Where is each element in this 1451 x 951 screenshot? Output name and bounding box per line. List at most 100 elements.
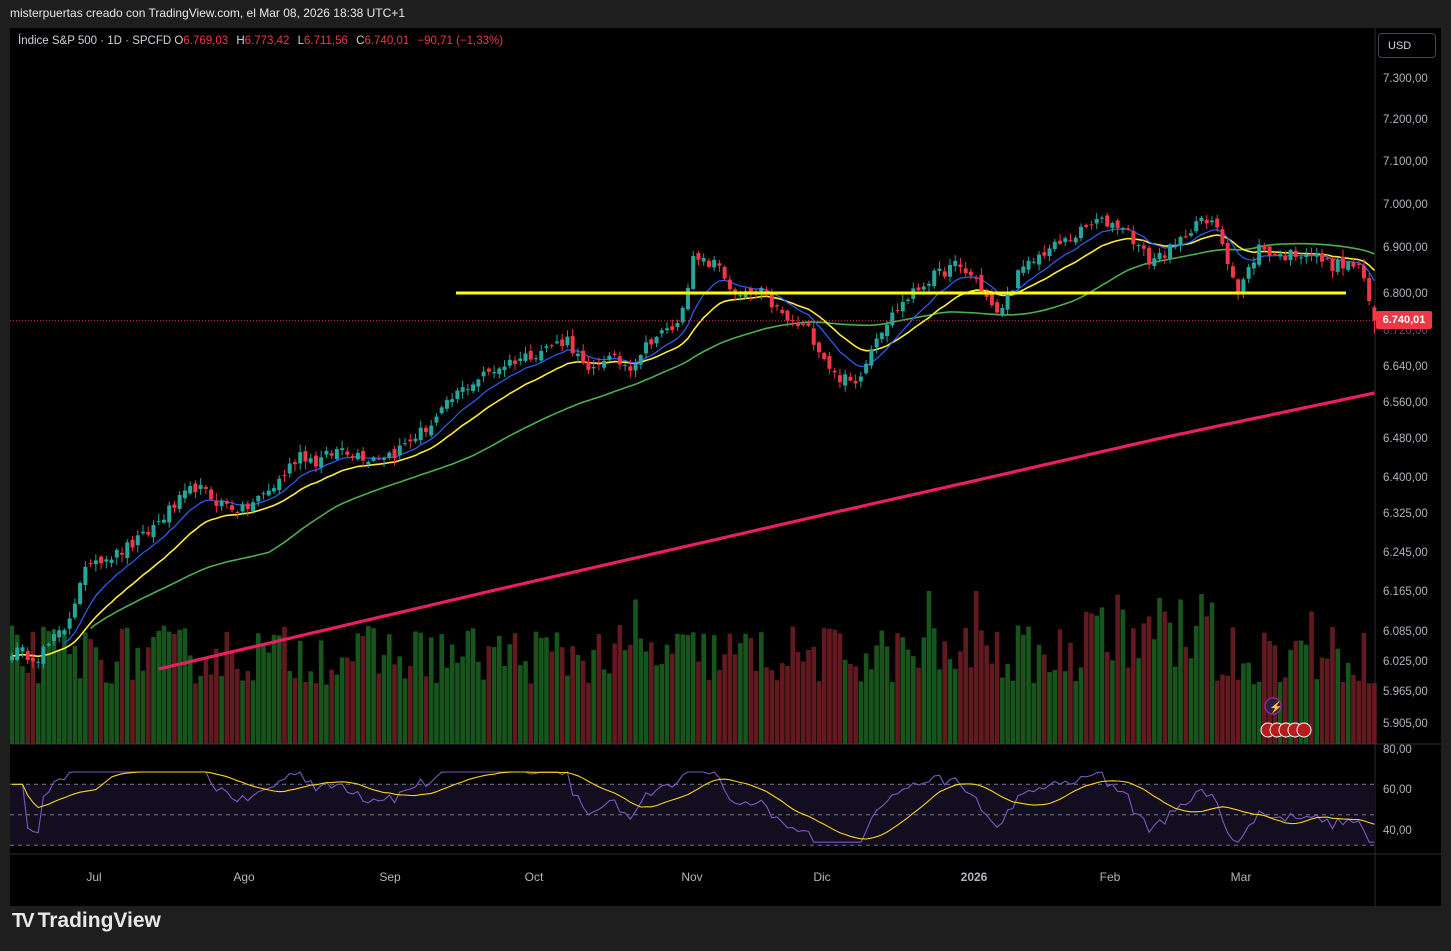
candle-body [67, 618, 72, 629]
candle-body [727, 279, 732, 290]
candle-body [539, 350, 544, 361]
candle-body [989, 293, 994, 306]
candle-body [927, 283, 931, 286]
candle-body [465, 389, 470, 391]
candle-body [696, 253, 701, 260]
candle-body [1042, 252, 1047, 256]
legend-low-label: L [297, 35, 304, 47]
volume-bar [538, 637, 544, 744]
candle-body [638, 355, 643, 365]
volume-bar [1262, 632, 1267, 744]
symbol-legend: Índice S&P 500 · 1D · SPCFD O6.769,03 H6… [18, 35, 508, 47]
candle-body [822, 352, 827, 360]
volume-bar [1220, 674, 1225, 744]
candle-body [1068, 240, 1073, 242]
candle-body [1299, 257, 1304, 259]
candle-body [366, 461, 371, 465]
volume-bar [921, 637, 927, 744]
volume-bar [1361, 632, 1367, 744]
candle-body [1189, 233, 1193, 236]
candle-body [1157, 252, 1162, 260]
sma-50-line [90, 242, 1375, 630]
volume-bar [790, 626, 796, 744]
volume-bar [675, 633, 680, 744]
volume-bar [402, 678, 408, 744]
time-axis-label: 2026 [961, 870, 988, 884]
volume-bar [56, 649, 62, 744]
volume-bar [617, 625, 623, 744]
volume-bar [1152, 639, 1157, 744]
volume-bar [245, 671, 251, 744]
candle-body [1335, 260, 1340, 272]
candle-body [497, 368, 502, 375]
volume-bar [816, 681, 822, 744]
volume-bar [507, 644, 513, 744]
currency-button[interactable]: USD [1378, 33, 1436, 58]
volume-bar [732, 654, 738, 744]
volume-bar [182, 628, 188, 744]
volume-bar [1036, 644, 1042, 744]
candle-body [1031, 261, 1036, 263]
volume-bar [664, 644, 670, 744]
volume-bar [297, 640, 303, 744]
candle-body [1372, 307, 1377, 321]
volume-bar [601, 669, 607, 744]
candle-body [1225, 242, 1230, 264]
candle-body [591, 366, 596, 369]
price-chart-svg[interactable]: 7.300,00 7.200,00 7.100,00 7.000,00 6.900,00… [10, 28, 1441, 906]
volume-bar [512, 633, 518, 744]
price-axis-label: 5.965,00 [1383, 686, 1428, 698]
volume-bar [738, 643, 743, 744]
candle-body [932, 270, 937, 287]
candle-body [1037, 254, 1042, 265]
candle-body [665, 328, 669, 331]
volume-bar [67, 653, 72, 744]
candle-body [10, 656, 14, 661]
candle-body [403, 443, 407, 445]
volume-bar [1167, 622, 1173, 744]
volume-bar [554, 632, 560, 744]
volume-bar [172, 633, 177, 744]
volume-bar [109, 683, 114, 744]
price-axis-label: 6.800,00 [1383, 288, 1428, 300]
volume-bar [591, 649, 596, 744]
volume-bar [187, 655, 193, 744]
candle-body [722, 266, 727, 279]
volume-bar [219, 675, 224, 744]
volume-bar [1340, 681, 1346, 744]
rsi-axis-label: 80,00 [1383, 744, 1412, 756]
candle-body [429, 425, 434, 436]
volume-bar [266, 652, 272, 744]
candle-body [1314, 252, 1319, 257]
candle-body [717, 263, 722, 266]
volume-bar [586, 682, 591, 744]
volume-bar [145, 647, 151, 744]
volume-bar [10, 625, 15, 744]
rsi-axis-label: 60,00 [1383, 784, 1412, 796]
volume-bar [114, 661, 120, 744]
volume-bar [1204, 616, 1210, 744]
chart-panel[interactable]: 7.300,00 7.200,00 7.100,00 7.000,00 6.900,00… [10, 28, 1441, 906]
candle-body [1293, 250, 1298, 258]
candle-body [680, 307, 685, 323]
ema-20-line [11, 234, 1375, 658]
volume-bar [250, 680, 256, 744]
volume-bar [900, 637, 906, 744]
candle-body [434, 416, 439, 423]
candle-body [1078, 226, 1083, 239]
candle-body [554, 341, 559, 344]
candle-body [1340, 256, 1345, 269]
volume-bar [769, 670, 775, 744]
volume-bar [654, 665, 659, 744]
candle-body [104, 559, 109, 562]
candle-body [837, 375, 842, 383]
candle-body [869, 349, 874, 366]
volume-bar [1372, 683, 1377, 744]
candle-body [167, 505, 172, 523]
volume-bar [905, 649, 911, 744]
candle-body [303, 451, 308, 462]
candle-body [1283, 255, 1288, 261]
rsi-axis-label: 40,00 [1383, 825, 1412, 837]
volume-bar [1136, 658, 1141, 744]
candle-body [15, 647, 20, 660]
